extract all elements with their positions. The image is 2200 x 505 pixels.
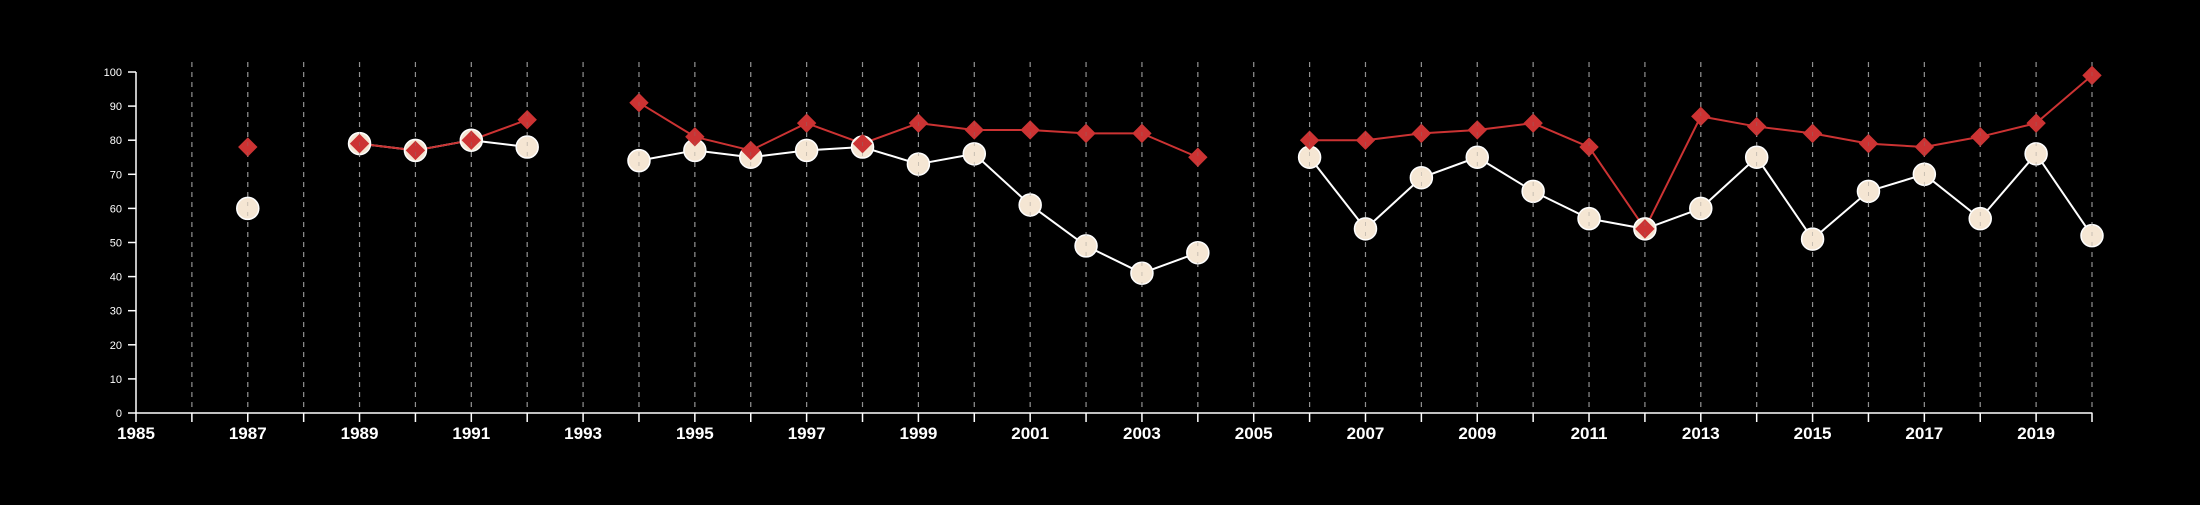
x-tick-label: 2005 bbox=[1235, 424, 1273, 443]
x-tick-label: 2009 bbox=[1458, 424, 1496, 443]
x-tick-label: 1997 bbox=[788, 424, 826, 443]
diamond-marker bbox=[1299, 130, 1320, 150]
circle-marker bbox=[1912, 162, 1937, 187]
circle-marker bbox=[1353, 217, 1378, 241]
circle-marker bbox=[2024, 142, 2048, 166]
y-tick-label: 60 bbox=[110, 203, 122, 215]
diamond-marker bbox=[741, 140, 761, 161]
circle-marker bbox=[2080, 223, 2104, 248]
diamond-marker bbox=[1076, 123, 1096, 144]
diamond-marker bbox=[1132, 123, 1152, 144]
circle-marker bbox=[1409, 165, 1434, 190]
diamond-marker bbox=[1858, 133, 1879, 154]
x-tick-label: 2007 bbox=[1347, 424, 1385, 443]
x-tick-label: 2013 bbox=[1682, 424, 1720, 443]
circle-marker bbox=[1465, 145, 1490, 169]
diamond-marker bbox=[405, 140, 426, 161]
circle-marker bbox=[1130, 261, 1154, 285]
diamond-marker bbox=[517, 110, 537, 130]
circle-marker bbox=[1689, 196, 1713, 221]
circle-marker bbox=[1800, 227, 1825, 251]
diamond-marker bbox=[1020, 120, 1040, 140]
diamond-marker bbox=[908, 113, 929, 133]
y-tick-label: 10 bbox=[110, 374, 122, 386]
circle-marker bbox=[627, 148, 651, 173]
series-line bbox=[359, 118, 528, 152]
diamond-marker bbox=[461, 130, 482, 150]
y-tick-label: 20 bbox=[110, 340, 122, 352]
x-tick-label: 2001 bbox=[1011, 424, 1049, 443]
y-tick-label: 30 bbox=[110, 306, 122, 318]
circle-marker bbox=[906, 152, 931, 176]
circle-marker bbox=[962, 142, 987, 166]
diamond-marker bbox=[1746, 116, 1767, 137]
y-tick-label: 0 bbox=[116, 408, 122, 420]
diamond-marker bbox=[1802, 123, 1823, 144]
x-tick-label: 1995 bbox=[676, 424, 714, 443]
diamond-marker bbox=[2026, 113, 2046, 133]
x-tick-label: 1985 bbox=[117, 424, 155, 443]
y-tick-label: 40 bbox=[110, 272, 122, 284]
circle-marker bbox=[1968, 206, 1992, 231]
diamond-marker bbox=[238, 137, 258, 157]
axes: 0 10 20 30 40 50 60 70 80 90 100 1985 1987 1989 1991 19… bbox=[104, 67, 2093, 443]
diamond-marker bbox=[852, 133, 873, 154]
grid-lines bbox=[191, 62, 2093, 413]
diamond-marker bbox=[1188, 147, 1208, 167]
circle-marker bbox=[1521, 179, 1545, 204]
diamond-marker bbox=[964, 120, 984, 140]
y-tick-label: 70 bbox=[110, 169, 122, 181]
circle-marker bbox=[794, 138, 819, 163]
x-tick-label: 2017 bbox=[1905, 424, 1943, 443]
diamond-marker bbox=[1523, 113, 1543, 133]
diamond-marker bbox=[1579, 137, 1599, 157]
diamond-marker bbox=[1355, 130, 1376, 150]
x-tick-label: 1999 bbox=[899, 424, 937, 443]
circle-marker bbox=[1744, 145, 1769, 169]
x-tick-label: 2011 bbox=[1571, 424, 1608, 443]
circle-marker bbox=[515, 135, 539, 159]
x-tick-label: 1987 bbox=[229, 424, 267, 443]
data-markers bbox=[191, 62, 2104, 413]
diamond-marker bbox=[629, 92, 649, 113]
x-tick-label: 2019 bbox=[2017, 424, 2055, 443]
series-lines bbox=[359, 74, 2093, 275]
circle-marker bbox=[1577, 206, 1601, 231]
circle-marker bbox=[236, 196, 260, 221]
diamond-marker bbox=[1635, 219, 1655, 239]
y-tick-label: 50 bbox=[110, 238, 122, 250]
diamond-marker bbox=[1914, 137, 1935, 157]
diamond-marker bbox=[685, 127, 705, 147]
circle-marker bbox=[1186, 240, 1210, 265]
y-tick-label: 100 bbox=[104, 67, 122, 79]
circle-marker bbox=[1018, 193, 1042, 217]
diamond-marker bbox=[1411, 123, 1432, 144]
circle-marker bbox=[1856, 179, 1881, 204]
diamond-marker bbox=[2082, 65, 2102, 86]
y-tick-label: 80 bbox=[110, 135, 122, 147]
diamond-marker bbox=[1970, 127, 1990, 147]
x-tick-label: 2003 bbox=[1123, 424, 1161, 443]
diamond-marker bbox=[1691, 106, 1711, 127]
x-tick-label: 1991 bbox=[452, 424, 490, 443]
x-tick-label: 1993 bbox=[564, 424, 602, 443]
x-tick-label: 2015 bbox=[1794, 424, 1832, 443]
diamond-marker bbox=[796, 113, 817, 133]
diamond-marker bbox=[349, 133, 370, 154]
x-tick-label: 1989 bbox=[341, 424, 379, 443]
circle-marker bbox=[1074, 234, 1098, 258]
diamond-marker bbox=[1467, 120, 1487, 140]
y-tick-label: 90 bbox=[110, 101, 122, 113]
